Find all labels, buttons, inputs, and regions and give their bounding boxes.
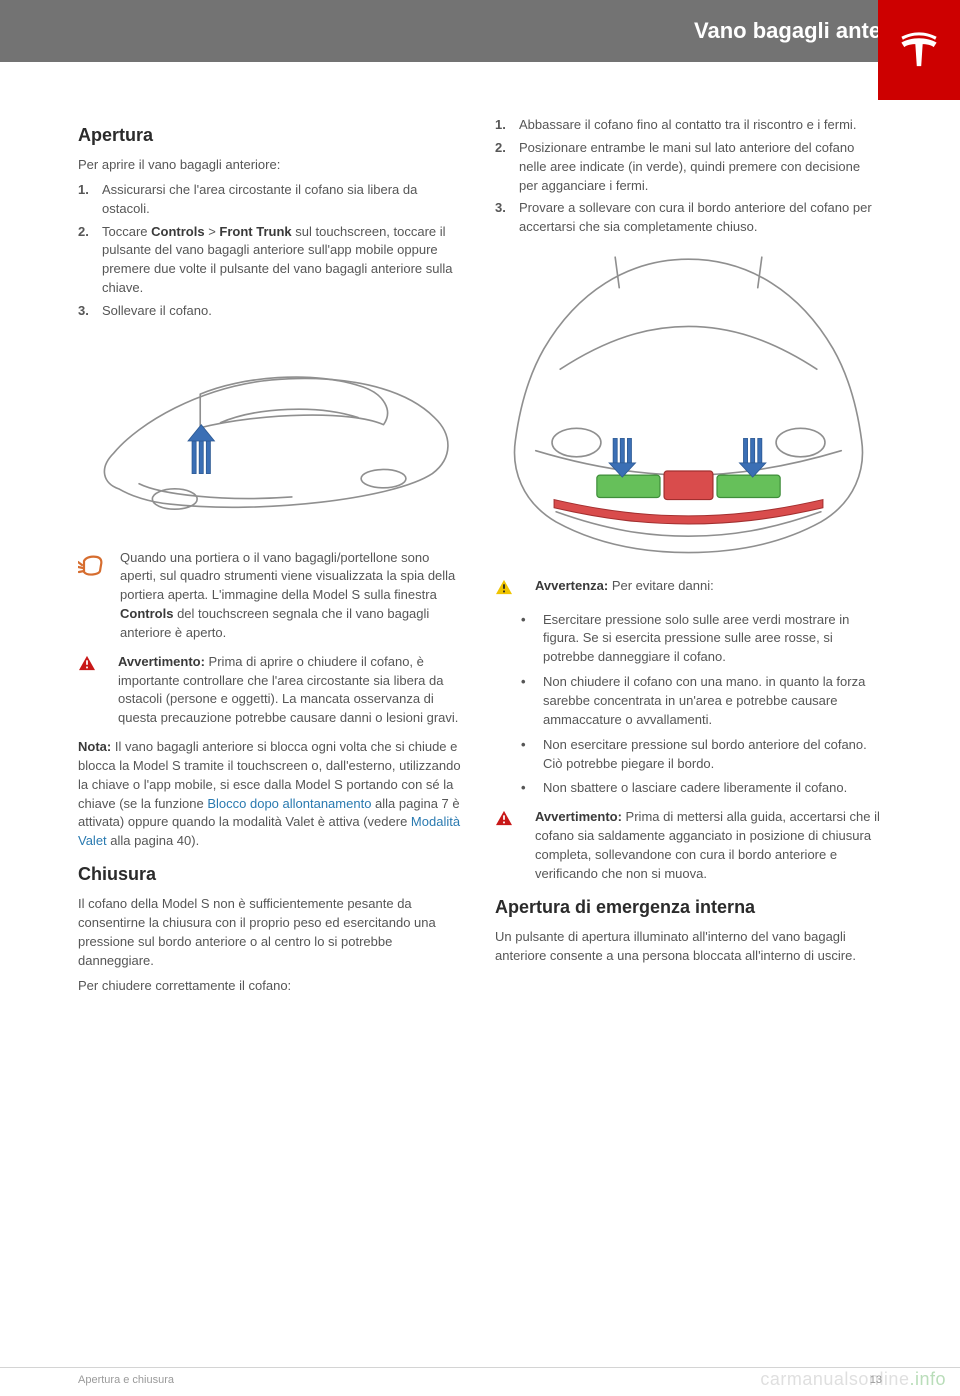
step-3: 3. Sollevare il cofano. bbox=[78, 302, 465, 321]
heading-chiusura: Chiusura bbox=[78, 861, 465, 887]
car-front-press-illustration bbox=[495, 241, 882, 567]
footer-section: Apertura e chiusura bbox=[78, 1374, 174, 1386]
car-open-hood-illustration bbox=[78, 325, 465, 539]
heading-apertura: Apertura bbox=[78, 122, 465, 148]
step-text: Abbassare il cofano fino al contatto tra… bbox=[519, 116, 856, 135]
emergenza-p: Un pulsante di apertura illuminato all'i… bbox=[495, 928, 882, 966]
page-content: Apertura Per aprire il vano bagagli ante… bbox=[0, 62, 960, 1031]
door-open-icon bbox=[78, 551, 106, 643]
warning-yellow-icon bbox=[495, 579, 521, 601]
bullet-item: •Non sbattere o lasciare cadere liberame… bbox=[521, 779, 882, 798]
bullet-item: •Non esercitare pressione sul bordo ante… bbox=[521, 736, 882, 774]
step-text: Sollevare il cofano. bbox=[102, 302, 212, 321]
step-1: 1. Assicurarsi che l'area circostante il… bbox=[78, 181, 465, 219]
step-num: 2. bbox=[495, 139, 519, 196]
step-2: 2. Toccare Controls > Front Trunk sul to… bbox=[78, 223, 465, 298]
right-column: 1. Abbassare il cofano fino al contatto … bbox=[495, 112, 882, 1001]
bullet-item: •Esercitare pressione solo sulle aree ve… bbox=[521, 611, 882, 668]
chiusura-p2: Per chiudere correttamente il cofano: bbox=[78, 977, 465, 996]
watermark: carmanualsonline.info bbox=[760, 1369, 946, 1390]
chiusura-steps: 1. Abbassare il cofano fino al contatto … bbox=[495, 116, 882, 237]
heading-emergenza: Apertura di emergenza interna bbox=[495, 894, 882, 920]
warning-severe-2: Avvertimento: Prima di mettersi alla gui… bbox=[495, 808, 882, 883]
warning-red-icon bbox=[495, 810, 521, 883]
note-paragraph: Nota: Il vano bagagli anteriore si blocc… bbox=[78, 738, 465, 851]
indicator-note: Quando una portiera o il vano bagagli/po… bbox=[78, 549, 465, 643]
chiusura-p1: Il cofano della Model S non è sufficient… bbox=[78, 895, 465, 970]
indicator-text: Quando una portiera o il vano bagagli/po… bbox=[120, 549, 465, 643]
warning-text: Avvertimento: Prima di mettersi alla gui… bbox=[535, 808, 882, 883]
step-text: Toccare Controls > Front Trunk sul touch… bbox=[102, 223, 465, 298]
warning-red-icon bbox=[78, 655, 104, 728]
step-text: Provare a sollevare con cura il bordo an… bbox=[519, 199, 882, 237]
left-column: Apertura Per aprire il vano bagagli ante… bbox=[78, 112, 465, 1001]
step-3: 3. Provare a sollevare con cura il bordo… bbox=[495, 199, 882, 237]
link-blocco[interactable]: Blocco dopo allontanamento bbox=[207, 796, 371, 811]
tesla-logo bbox=[878, 0, 960, 100]
step-num: 3. bbox=[495, 199, 519, 237]
page-header: Vano bagagli anteriore bbox=[0, 0, 960, 62]
caution-bullets: •Esercitare pressione solo sulle aree ve… bbox=[521, 611, 882, 799]
caution-text: Avvertenza: Per evitare danni: bbox=[535, 577, 882, 601]
tesla-t-icon bbox=[897, 28, 941, 72]
step-text: Assicurarsi che l'area circostante il co… bbox=[102, 181, 465, 219]
warning-text: Avvertimento: Prima di aprire o chiudere… bbox=[118, 653, 465, 728]
caution-note: Avvertenza: Per evitare danni: bbox=[495, 577, 882, 601]
step-2: 2. Posizionare entrambe le mani sul lato… bbox=[495, 139, 882, 196]
step-1: 1. Abbassare il cofano fino al contatto … bbox=[495, 116, 882, 135]
step-num: 1. bbox=[78, 181, 102, 219]
step-num: 1. bbox=[495, 116, 519, 135]
bullet-item: •Non chiudere il cofano con una mano. in… bbox=[521, 673, 882, 730]
step-num: 3. bbox=[78, 302, 102, 321]
step-text: Posizionare entrambe le mani sul lato an… bbox=[519, 139, 882, 196]
apertura-intro: Per aprire il vano bagagli anteriore: bbox=[78, 156, 465, 175]
warning-severe: Avvertimento: Prima di aprire o chiudere… bbox=[78, 653, 465, 728]
step-num: 2. bbox=[78, 223, 102, 298]
apertura-steps: 1. Assicurarsi che l'area circostante il… bbox=[78, 181, 465, 321]
